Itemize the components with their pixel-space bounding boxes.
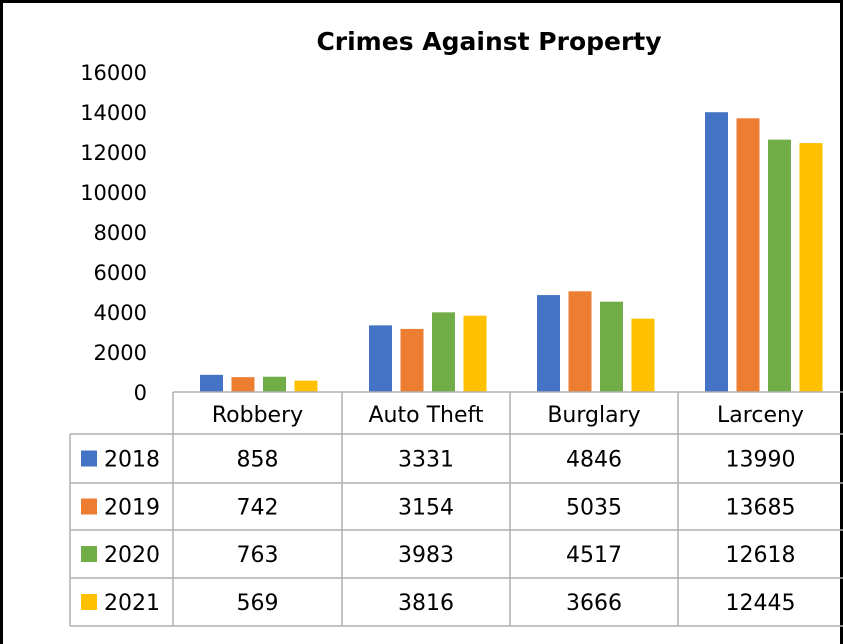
legend-key-2020 [81,546,97,562]
table-cell: 13685 [726,496,796,521]
category-label: Robbery [212,403,303,428]
bar-2019-auto-theft [400,328,424,392]
y-tick-label: 12000 [80,141,147,165]
category-label: Larceny [717,403,804,428]
table-cell: 858 [237,448,279,473]
y-tick-label: 4000 [94,301,147,325]
table-cell: 4517 [566,543,622,568]
bar-2018-larceny [705,112,728,392]
table-cell: 4846 [566,448,622,473]
series-label: 2021 [104,591,160,616]
bar-2018-auto-theft [369,325,392,392]
bar-2020-auto-theft [432,312,455,392]
bar-2019-burglary [568,291,592,392]
bar-2019-larceny [736,118,760,393]
category-label: Auto Theft [369,403,484,428]
category-label: Burglary [547,403,640,428]
legend-key-2019 [81,498,97,515]
table-cell: 3816 [398,591,454,616]
series-label: 2018 [104,448,160,473]
bars [200,112,823,393]
table-cell: 3666 [566,591,622,616]
y-tick-label: 0 [134,381,147,405]
y-tick-label: 14000 [80,101,147,125]
y-tick-label: 16000 [80,61,147,85]
bar-2018-robbery [200,374,223,392]
table-cell: 3154 [398,496,454,521]
table-cell: 3331 [398,448,454,473]
bar-2020-larceny [768,139,791,392]
bar-2021-larceny [799,143,823,392]
data-table: Robbery Auto Theft Burglary Larceny 2018 858 3… [69,391,843,627]
y-tick-label: 2000 [94,341,147,365]
bar-2019-robbery [231,377,255,392]
legend-key-2018 [81,450,97,467]
table-cell: 3983 [398,543,454,568]
series-label: 2019 [104,496,160,521]
bar-2018-burglary [537,295,560,392]
y-axis: 0 2000 4000 6000 8000 10000 12000 14000 16000 [80,61,147,405]
y-tick-label: 6000 [94,261,147,285]
bar-2020-robbery [263,376,286,392]
table-cell: 5035 [566,496,622,521]
table-cell: 763 [237,543,279,568]
table-cell: 742 [237,496,279,521]
bar-2020-burglary [600,301,623,392]
table-cell: 12618 [726,543,796,568]
bar-2021-robbery [294,380,318,392]
table-cell: 13990 [726,448,796,473]
table-cell: 569 [237,591,279,616]
chart-title: Crimes Against Property [316,27,661,56]
y-tick-label: 8000 [94,221,147,245]
table-cell: 12445 [726,591,796,616]
bar-2021-burglary [631,318,655,392]
legend-key-2021 [81,594,97,610]
bar-2021-auto-theft [463,315,487,392]
series-label: 2020 [104,543,160,568]
y-tick-label: 10000 [80,181,147,205]
